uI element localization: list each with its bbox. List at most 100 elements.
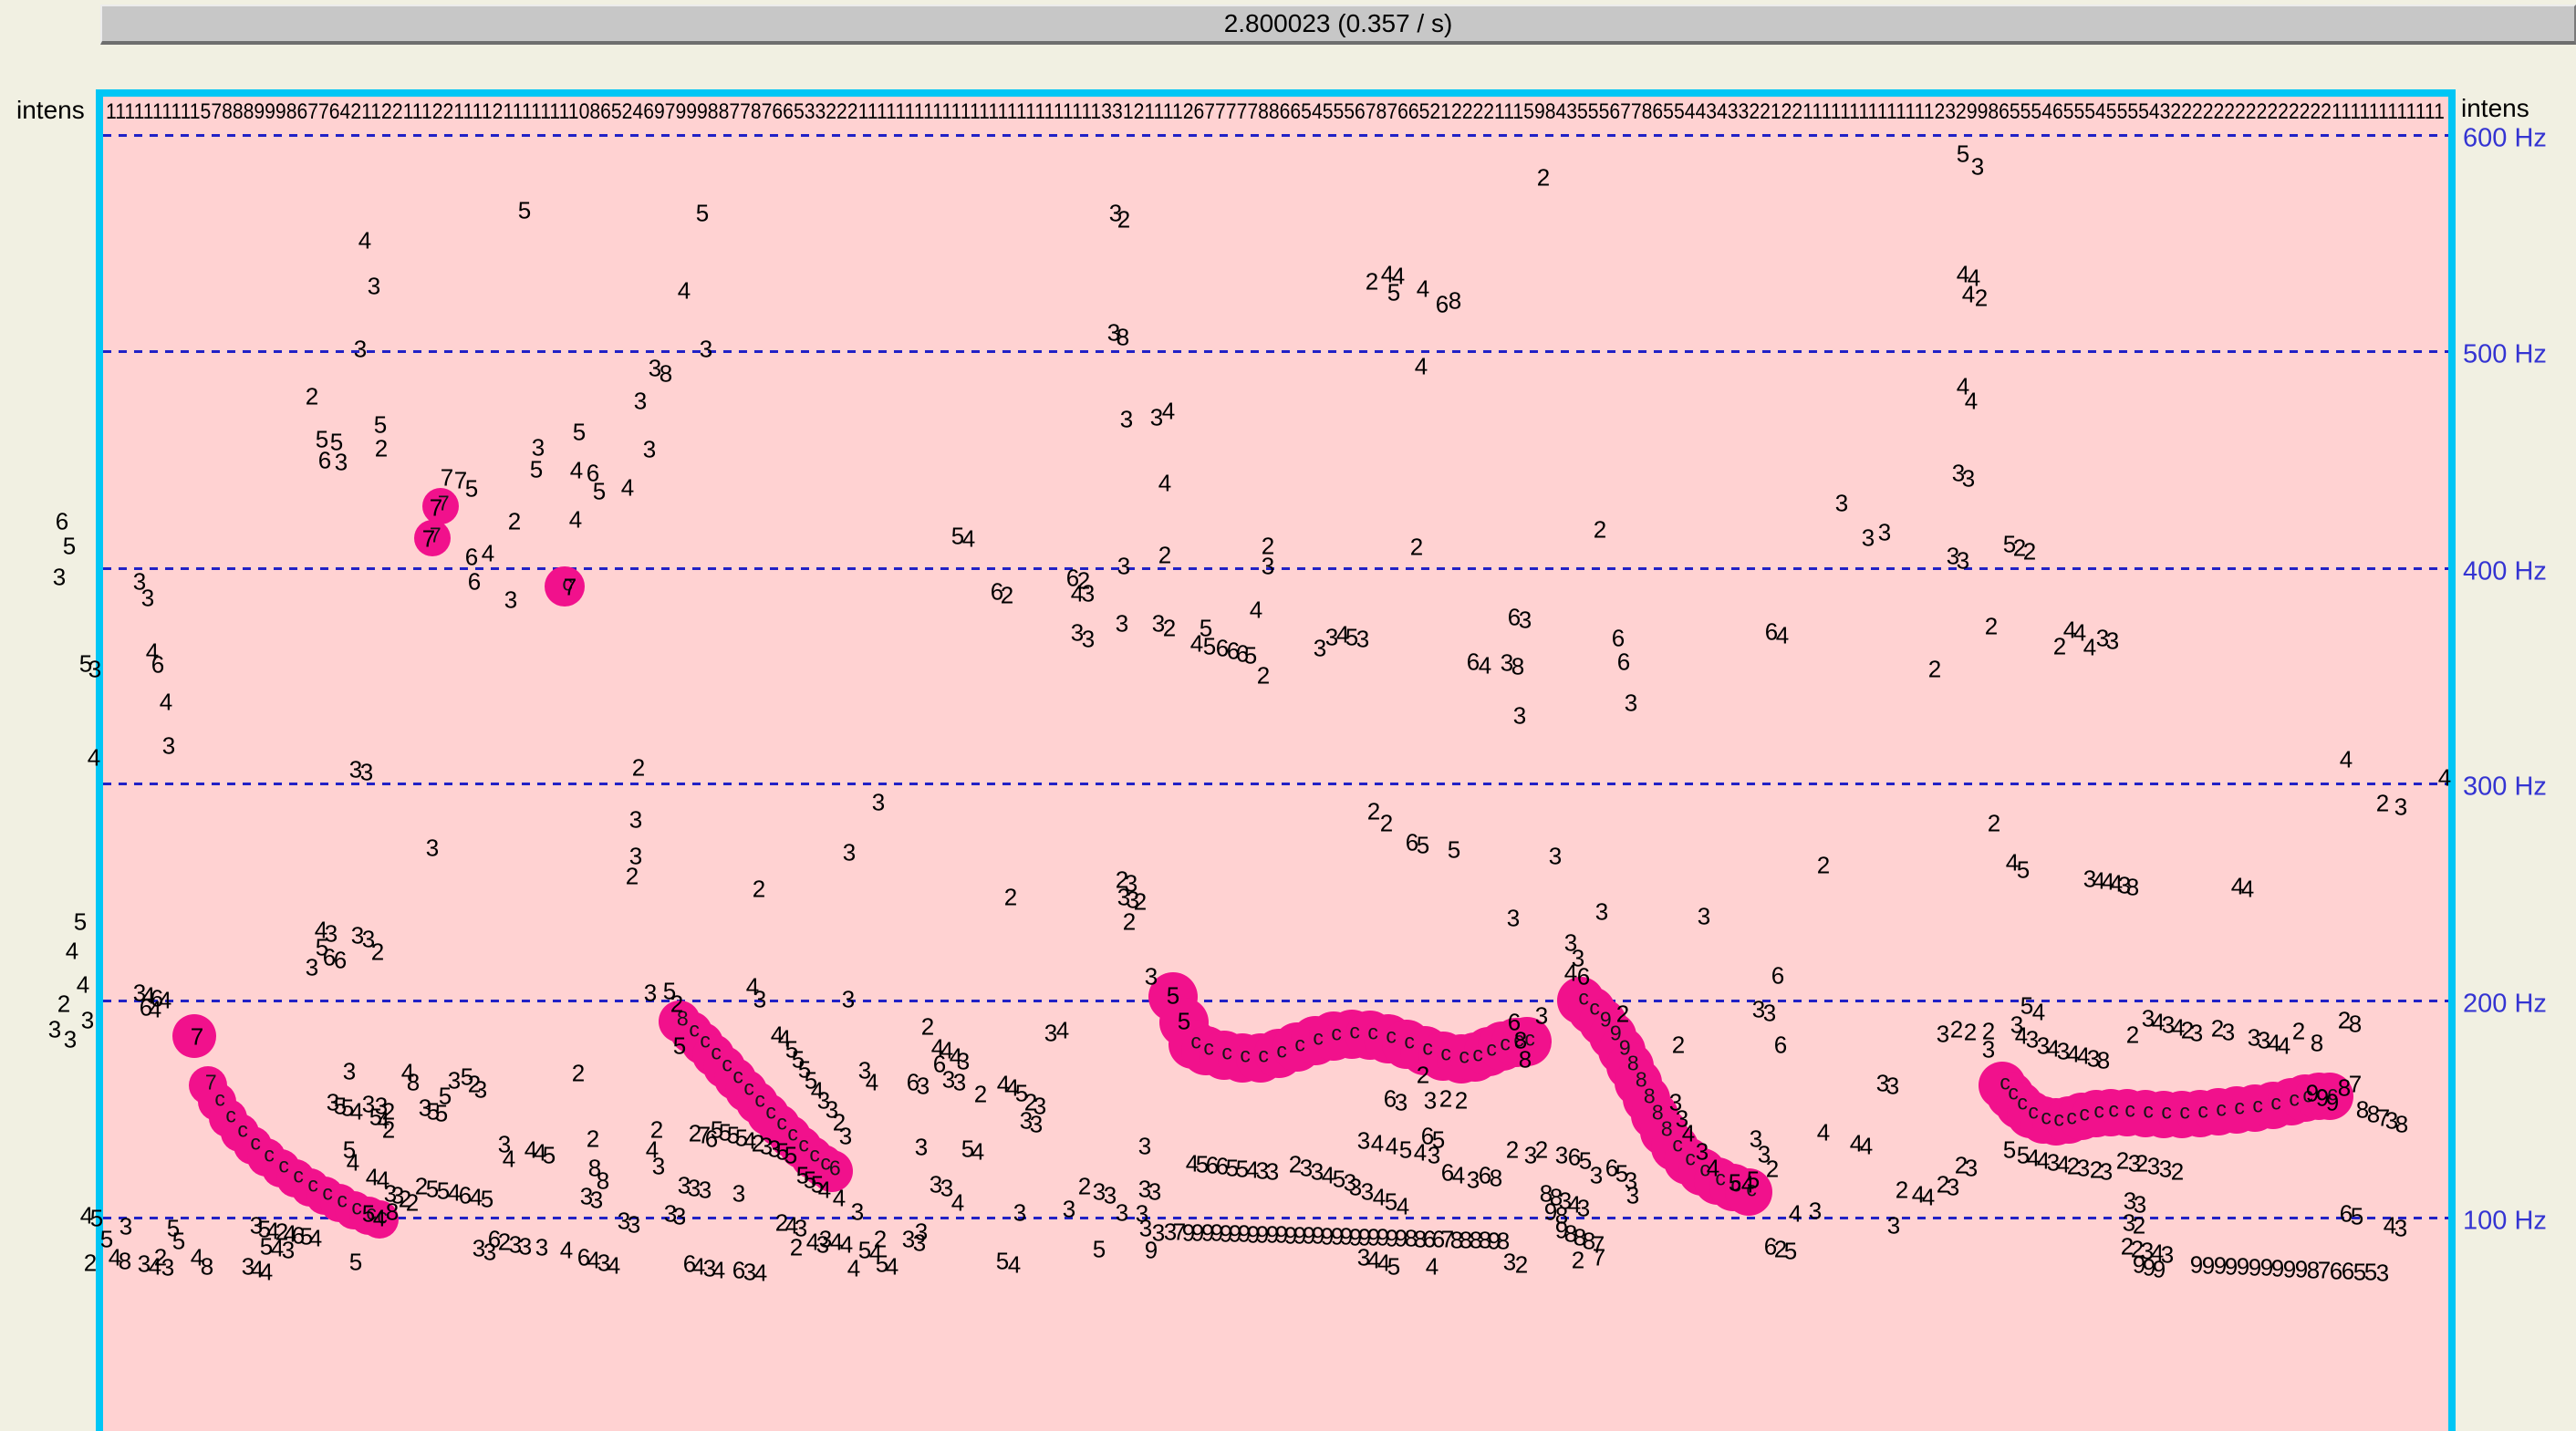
pitch-candidate-digit[interactable]: 2 xyxy=(2291,1017,2306,1045)
pitch-candidate-digit[interactable]: 6 xyxy=(151,650,165,679)
pitch-candidate-digit[interactable]: 3 xyxy=(1624,1167,1638,1195)
pitch-candidate-digit[interactable]: 9 xyxy=(1181,1218,1196,1247)
pitch-candidate-digit[interactable]: 3 xyxy=(871,788,886,816)
pitch-candidate-digit[interactable]: 9 xyxy=(1144,1236,1158,1264)
pitch-candidate-digit[interactable]: 5 xyxy=(73,907,88,936)
pitch-candidate-digit[interactable]: 9 xyxy=(2132,1250,2146,1279)
pitch-candidate-digit[interactable]: 3 xyxy=(1106,318,1121,347)
pitch-candidate-digit[interactable]: 6 xyxy=(487,1225,502,1253)
pitch-candidate-digit[interactable]: 3 xyxy=(617,1207,631,1235)
pitch-candidate-digit[interactable]: 2 xyxy=(1288,1150,1303,1178)
pitch-candidate-digit[interactable]: 5 xyxy=(1235,1155,1250,1183)
pitch-candidate-digit[interactable]: 3 xyxy=(350,921,365,949)
pitch-candidate-digit[interactable]: 6 xyxy=(1576,962,1591,990)
pitch-candidate-digit[interactable]: 4 xyxy=(2240,875,2255,903)
pitch-candidate-digit[interactable]: 4 xyxy=(145,638,160,666)
pitch-candidate-digit[interactable]: 9 xyxy=(1200,1218,1215,1247)
pitch-candidate-digit[interactable]: 2 xyxy=(752,875,766,903)
pitch-candidate-digit[interactable]: 3 xyxy=(1518,606,1532,634)
pitch-candidate-digit[interactable]: 2 xyxy=(2012,534,2027,562)
pitch-candidate-digit[interactable]: 8 xyxy=(1563,1219,1578,1248)
pitch-candidate-digit[interactable]: 9 xyxy=(2305,1079,2320,1107)
pitch-candidate-digit[interactable]: 4 xyxy=(2101,867,2115,896)
pitch-candidate-digit[interactable]: 4 xyxy=(259,1258,274,1286)
pitch-candidate-digit[interactable]: 2 xyxy=(2125,1021,2140,1049)
pitch-candidate-digit[interactable]: 5 xyxy=(795,1161,810,1189)
pitch-candidate-digit[interactable]: 2 xyxy=(2135,1149,2149,1177)
pitch-candidate-digit[interactable]: 3 xyxy=(579,1182,594,1210)
pitch-candidate-digit[interactable]: 3 xyxy=(1675,1104,1689,1133)
pitch-candidate-digit[interactable]: 2 xyxy=(1571,1246,1585,1274)
pitch-candidate-digit[interactable]: 3 xyxy=(663,1199,678,1228)
pitch-candidate-digit[interactable]: 3 xyxy=(2189,1019,2204,1047)
pitch-candidate-digit[interactable]: 2 xyxy=(507,507,522,535)
pitch-candidate-digit[interactable]: 6 xyxy=(464,543,479,571)
pitch-candidate-digit[interactable]: 7 xyxy=(2348,1070,2363,1098)
pitch-candidate-digit[interactable]: 4 xyxy=(447,1178,462,1207)
pitch-candidate-digit[interactable]: 7 xyxy=(1172,1218,1187,1246)
pitch-candidate-digit[interactable]: 3 xyxy=(648,354,662,382)
pitch-candidate-digit[interactable]: 3 xyxy=(1124,869,1138,897)
pitch-candidate-digit[interactable]: 5 xyxy=(517,196,532,224)
pitch-candidate-digit[interactable]: 6 xyxy=(1764,617,1779,646)
pitch-candidate-digit[interactable]: 2 xyxy=(1409,533,1424,561)
pitch-candidate-digit[interactable]: 4 xyxy=(1385,1132,1399,1160)
pitch-candidate-digit[interactable]: 3 xyxy=(1624,689,1638,717)
pitch-candidate-digit[interactable]: 3 xyxy=(589,1186,604,1214)
pitch-candidate-digit[interactable]: 2 xyxy=(370,938,385,966)
pitch-candidate-digit[interactable]: 4 xyxy=(1706,1154,1720,1182)
pitch-candidate-digit[interactable]: 5 xyxy=(460,1063,474,1091)
pitch-candidate-digit[interactable]: 2 xyxy=(2180,1016,2195,1044)
pitch-candidate-digit[interactable]: 3 xyxy=(1668,1088,1683,1116)
pitch-candidate-digit[interactable]: 2 xyxy=(625,862,639,890)
pitch-candidate-digit[interactable]: 6 xyxy=(458,1181,473,1209)
pitch-candidate-digit[interactable]: 8 xyxy=(2337,1073,2352,1102)
pitch-candidate-digit[interactable]: 4 xyxy=(158,986,172,1014)
pitch-candidate-digit[interactable]: 3 xyxy=(2122,1208,2136,1237)
pitch-candidate-digit[interactable]: 2 xyxy=(1987,809,2001,837)
pitch-candidate-digit[interactable]: 6 xyxy=(576,1243,591,1271)
pitch-candidate-digit[interactable]: 4 xyxy=(346,1148,360,1177)
pitch-candidate-digit[interactable]: 6 xyxy=(139,993,153,1021)
pitch-candidate-digit[interactable]: 5 xyxy=(950,522,965,550)
pitch-candidate-digit[interactable]: 9 xyxy=(1385,1224,1399,1252)
pitch-candidate-digit[interactable]: 3 xyxy=(1324,623,1339,651)
pitch-candidate-digit[interactable]: 3 xyxy=(633,387,648,415)
pitch-candidate-digit[interactable]: 6 xyxy=(1205,1151,1220,1179)
pitch-candidate-digit[interactable]: 6 xyxy=(333,946,348,974)
pitch-candidate-digit[interactable]: 5 xyxy=(315,933,329,961)
pitch-candidate-digit[interactable]: 3 xyxy=(1534,1001,1549,1030)
pitch-candidate-digit[interactable]: 4 xyxy=(376,1106,390,1135)
pitch-candidate-digit[interactable]: 2 xyxy=(1949,1015,1964,1043)
pitch-candidate-digit[interactable]: 3 xyxy=(940,1174,954,1202)
pitch-candidate-digit[interactable]: 3 xyxy=(361,1090,376,1118)
pitch-candidate-digit[interactable]: 5 xyxy=(875,1250,889,1278)
pitch-candidate-digit[interactable]: 3 xyxy=(1255,1156,1270,1185)
pitch-candidate-digit[interactable]: 2 xyxy=(649,1115,664,1144)
pitch-candidate-digit[interactable]: 2 xyxy=(1981,1017,1996,1045)
pitch-candidate-digit[interactable]: 5 xyxy=(1202,632,1217,660)
pitch-candidate-digit[interactable]: 5 xyxy=(425,1175,440,1203)
pitch-candidate-digit[interactable]: 2 xyxy=(2115,1146,2130,1175)
pitch-candidate-digit[interactable]: 3 xyxy=(249,1211,264,1239)
pitch-candidate-digit[interactable]: 6 xyxy=(317,446,332,474)
pitch-candidate-digit[interactable]: 3 xyxy=(1594,897,1609,926)
pitch-candidate-digit[interactable]: 9 xyxy=(1219,1219,1233,1248)
pitch-candidate-digit[interactable]: 4 xyxy=(79,1201,94,1229)
pitch-candidate-digit[interactable]: 3 xyxy=(1360,1177,1375,1206)
pitch-candidate-digit[interactable]: 3 xyxy=(1423,1086,1438,1115)
pitch-candidate-digit[interactable]: 3 xyxy=(1348,1173,1363,1201)
pitch-candidate-digit[interactable]: 3 xyxy=(1875,1069,1890,1097)
pitch-candidate-digit[interactable]: 4 xyxy=(1911,1180,1926,1208)
pitch-candidate-digit[interactable]: 4 xyxy=(847,1254,861,1282)
pitch-candidate-digit[interactable]: 4 xyxy=(358,226,372,254)
pitch-candidate-digit[interactable]: 3 xyxy=(1115,1198,1129,1227)
pitch-candidate-digit[interactable]: 2 xyxy=(374,434,389,462)
pitch-candidate-digit[interactable]: 2 xyxy=(467,1070,482,1098)
pitch-candidate-digit[interactable]: 5 xyxy=(78,649,93,678)
pitch-candidate-digit[interactable]: 8 xyxy=(385,1198,400,1226)
pitch-candidate-digit[interactable]: 3 xyxy=(418,1094,432,1122)
pitch-candidate-digit[interactable]: 7 xyxy=(1440,1225,1455,1253)
pitch-candidate-digit[interactable]: 5 xyxy=(1416,831,1430,859)
pitch-candidate-digit[interactable]: 3 xyxy=(2086,1044,2101,1073)
